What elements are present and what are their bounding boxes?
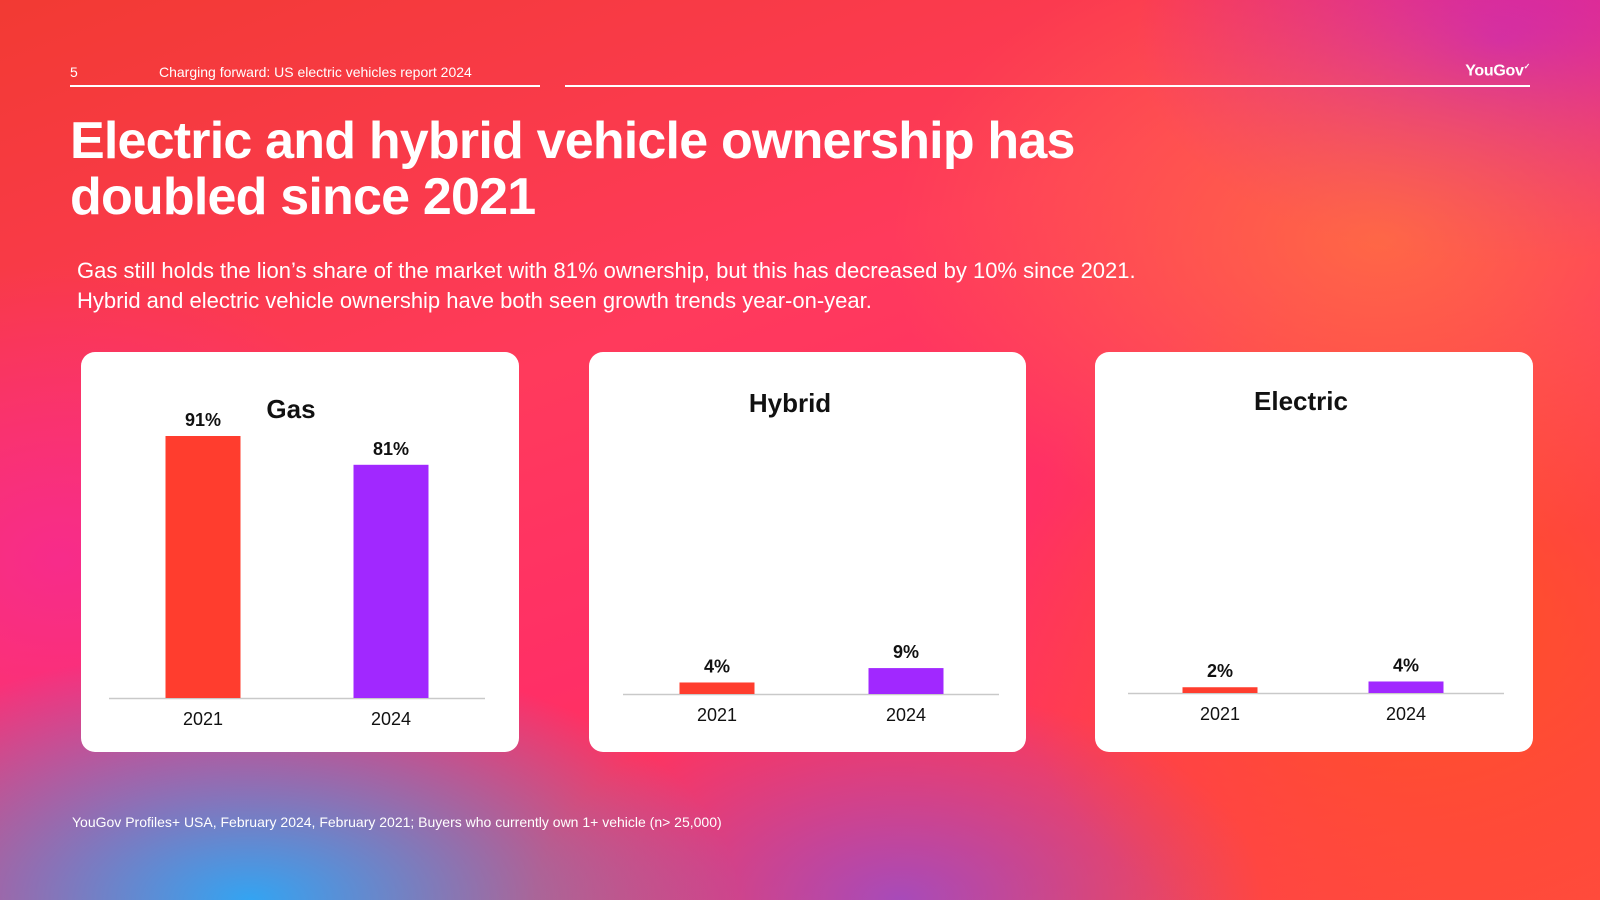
- bar-electric-2021: [1182, 687, 1258, 693]
- x-tick-label-gas-2024: 2024: [371, 709, 411, 729]
- bar-gas-2024: [353, 464, 429, 698]
- chart-title-gas: Gas: [266, 394, 315, 424]
- x-tick-label-electric-2021: 2021: [1200, 704, 1240, 724]
- source-note: YouGov Profiles+ USA, February 2024, Feb…: [72, 814, 722, 830]
- chart-gas: Gas 91% 2021 81% 2024: [109, 394, 485, 729]
- page-title: Electric and hybrid vehicle ownership ha…: [70, 112, 1075, 226]
- chart-title-hybrid: Hybrid: [749, 388, 831, 418]
- data-label-gas-2024: 81%: [373, 439, 409, 459]
- header-divider-right: [565, 85, 1530, 87]
- chart-electric: Electric 2% 2021 4% 2024: [1128, 386, 1504, 724]
- header-divider-left: [70, 85, 540, 87]
- chart-card-gas: Gas 91% 2021 81% 2024: [81, 352, 519, 752]
- subtitle-line-1: Gas still holds the lion’s share of the …: [77, 258, 1136, 283]
- report-title: Charging forward: US electric vehicles r…: [159, 64, 472, 80]
- bar-hybrid-2021: [679, 682, 755, 694]
- data-label-electric-2024: 4%: [1393, 655, 1419, 675]
- chart-title-electric: Electric: [1254, 386, 1348, 416]
- chart-hybrid: Hybrid 4% 2021 9% 2024: [623, 388, 999, 725]
- yougov-logo: YouGov✓: [1465, 62, 1530, 80]
- page-number: 5: [70, 64, 78, 80]
- chart-card-hybrid: Hybrid 4% 2021 9% 2024: [589, 352, 1026, 752]
- bar-gas-2021: [165, 436, 241, 698]
- data-label-electric-2021: 2%: [1207, 661, 1233, 681]
- page-subtitle: Gas still holds the lion’s share of the …: [77, 256, 1377, 316]
- data-label-gas-2021: 91%: [185, 410, 221, 430]
- bar-hybrid-2024: [868, 668, 944, 694]
- x-tick-label-hybrid-2021: 2021: [697, 705, 737, 725]
- subtitle-line-2: Hybrid and electric vehicle ownership ha…: [77, 288, 872, 313]
- x-tick-label-gas-2021: 2021: [183, 709, 223, 729]
- data-label-hybrid-2024: 9%: [893, 642, 919, 662]
- x-tick-label-hybrid-2024: 2024: [886, 705, 926, 725]
- data-label-hybrid-2021: 4%: [704, 656, 730, 676]
- chart-card-electric: Electric 2% 2021 4% 2024: [1095, 352, 1533, 752]
- bar-electric-2024: [1368, 681, 1444, 693]
- x-tick-label-electric-2024: 2024: [1386, 704, 1426, 724]
- report-header: 5 Charging forward: US electric vehicles…: [70, 62, 1530, 87]
